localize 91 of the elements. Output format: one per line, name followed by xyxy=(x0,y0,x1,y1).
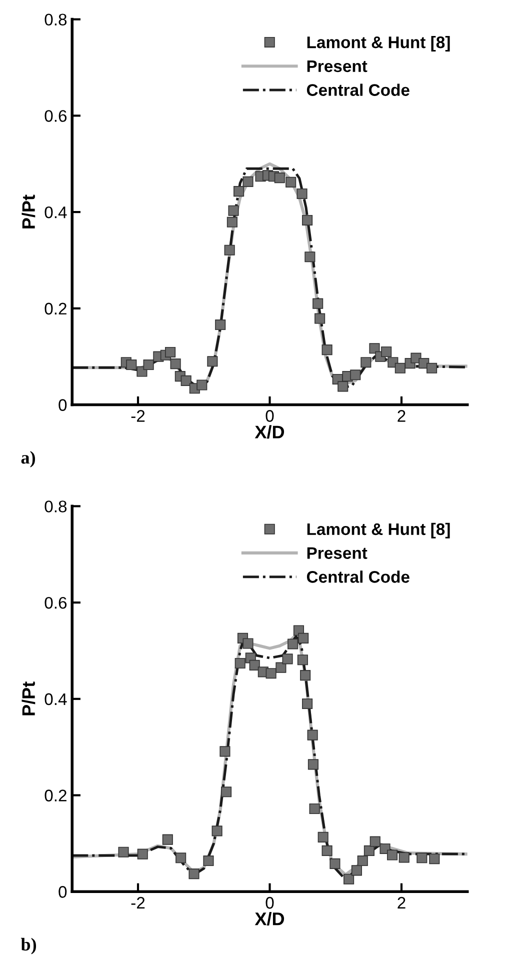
y-axis-title: P/Pt xyxy=(22,194,36,228)
y-tick-label: 0.4 xyxy=(44,693,67,706)
point xyxy=(276,662,286,673)
point xyxy=(302,698,313,709)
point xyxy=(314,313,326,324)
legend-label: Lamont & Hunt [8] xyxy=(307,522,450,538)
point xyxy=(386,850,398,860)
y-tick-label: 0.8 xyxy=(44,14,67,26)
point xyxy=(300,670,311,681)
point xyxy=(309,803,320,814)
point xyxy=(188,868,200,880)
point xyxy=(307,730,318,740)
y-tick-label: 0 xyxy=(58,886,67,898)
point xyxy=(416,852,428,864)
point xyxy=(369,343,380,354)
point xyxy=(318,832,328,842)
y-axis-title: P/Pt xyxy=(22,682,36,716)
point xyxy=(228,205,239,216)
point xyxy=(176,852,186,864)
y-tick-label: 0.4 xyxy=(44,206,67,218)
point xyxy=(165,346,176,358)
text: b) xyxy=(20,938,36,954)
point xyxy=(203,856,214,866)
point xyxy=(234,658,246,669)
x-tick-label: 2 xyxy=(398,896,406,909)
point xyxy=(308,759,319,770)
point xyxy=(302,214,313,226)
legend-label: Present xyxy=(307,60,368,72)
point xyxy=(288,638,298,650)
text: a) xyxy=(21,451,36,468)
point xyxy=(351,865,362,876)
point xyxy=(344,874,354,884)
point xyxy=(357,856,368,866)
point xyxy=(143,359,154,370)
point xyxy=(429,854,440,864)
x-axis-title: X/D xyxy=(254,425,284,439)
y-tick-label: 0.6 xyxy=(44,110,67,122)
x-tick-label: -2 xyxy=(131,896,145,909)
point xyxy=(296,188,308,200)
point xyxy=(394,362,406,374)
legend-label: Present xyxy=(307,547,368,559)
point xyxy=(370,836,380,847)
point xyxy=(249,660,260,670)
point xyxy=(242,176,254,187)
point xyxy=(426,362,438,374)
point xyxy=(274,172,285,184)
y-tick-label: 0.2 xyxy=(44,302,66,315)
y-tick-label: 0.6 xyxy=(44,596,67,609)
y-tick-label: 0.8 xyxy=(44,500,67,512)
point xyxy=(220,786,232,798)
point xyxy=(162,834,173,845)
point xyxy=(398,852,410,863)
point xyxy=(207,356,218,367)
point xyxy=(360,357,372,368)
legend-label: Central Code xyxy=(306,84,410,96)
point xyxy=(224,244,235,256)
point xyxy=(330,858,340,869)
y-tick-label: 0.2 xyxy=(44,790,66,802)
point xyxy=(381,346,392,358)
x-tick-label: 0 xyxy=(266,410,274,422)
legend-label: Lamont & Hunt [8] xyxy=(307,36,450,52)
point xyxy=(226,216,238,228)
point xyxy=(322,344,332,356)
point xyxy=(126,359,137,370)
point xyxy=(180,375,192,386)
point xyxy=(286,176,296,188)
point xyxy=(266,668,276,679)
legend-label: Central Code xyxy=(306,570,410,583)
point xyxy=(364,845,374,856)
point xyxy=(220,746,230,757)
point xyxy=(196,380,208,390)
y-tick-label: 0 xyxy=(58,399,67,411)
point xyxy=(170,358,181,370)
point xyxy=(234,186,244,197)
point xyxy=(215,319,226,330)
point xyxy=(312,298,324,309)
point xyxy=(137,848,148,860)
point xyxy=(212,826,222,836)
x-tick-label: 0 xyxy=(266,896,274,909)
point xyxy=(322,845,332,856)
point xyxy=(118,846,129,858)
x-tick-label: -2 xyxy=(131,410,145,422)
point xyxy=(304,252,316,262)
x-axis-title: X/D xyxy=(254,912,284,926)
point xyxy=(297,654,308,666)
x-tick-label: 2 xyxy=(398,410,406,422)
point xyxy=(242,638,254,649)
point xyxy=(338,381,348,392)
point xyxy=(282,654,293,664)
point xyxy=(350,370,361,380)
point xyxy=(298,632,309,644)
